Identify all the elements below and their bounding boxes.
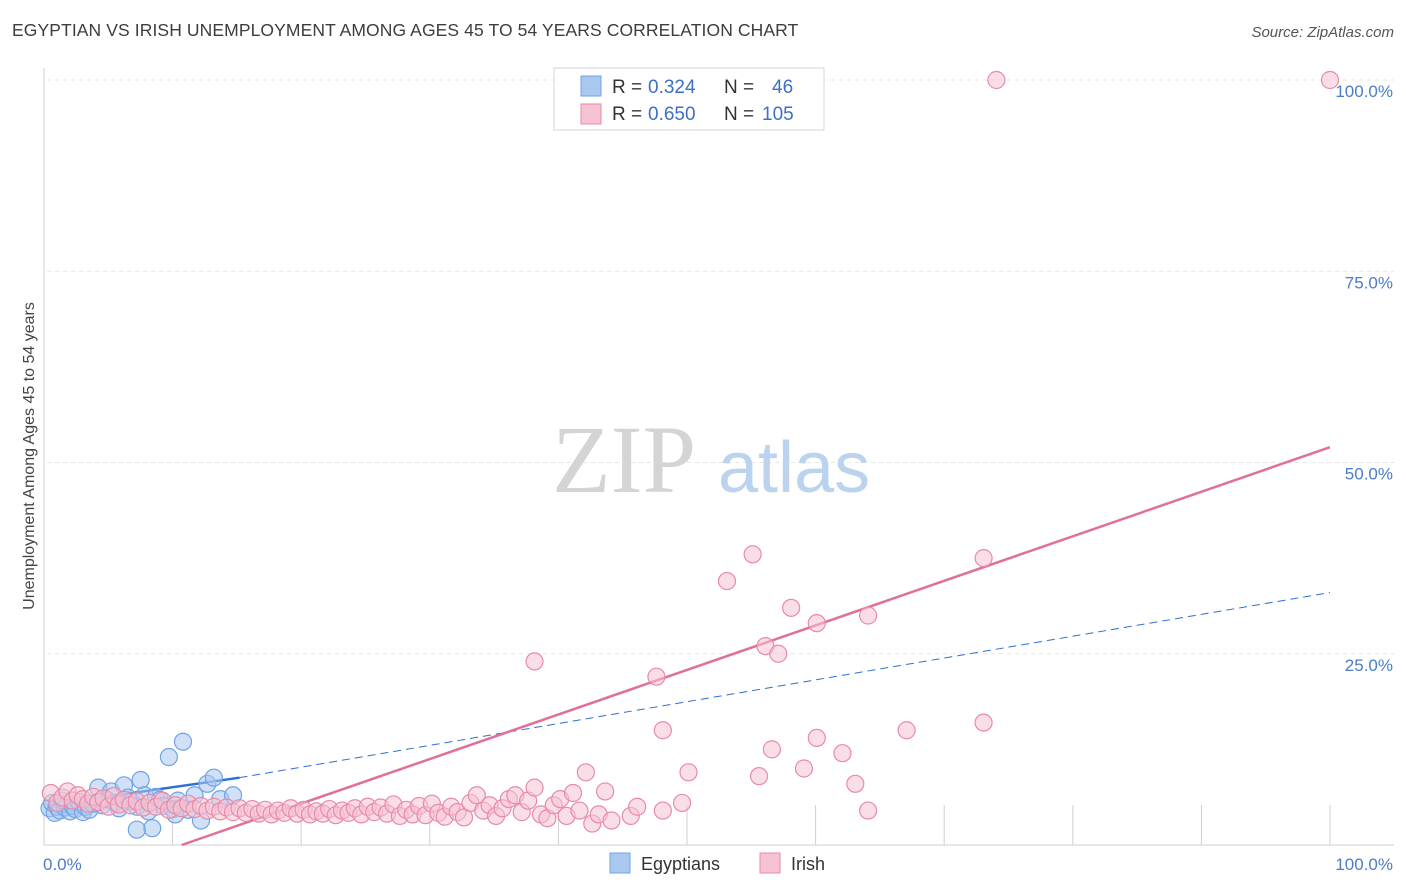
irish-point-105 — [807, 728, 826, 748]
irish-point-113 — [1320, 70, 1340, 90]
irish-point-92 — [628, 797, 647, 816]
irish-point-85 — [570, 801, 589, 820]
watermark: ZIP atlas — [552, 406, 870, 513]
irish-point-78 — [525, 778, 544, 797]
y-tick-label-1: 75.0% — [1345, 273, 1393, 292]
watermark-zip: ZIP — [552, 406, 696, 513]
y-tick-labels: 100.0% 75.0% 50.0% 25.0% — [1335, 82, 1393, 675]
legend-n-label-1: N = — [724, 77, 754, 98]
irish-point-114 — [974, 713, 993, 732]
irish-point-84 — [563, 783, 583, 803]
irish-point-106 — [846, 774, 865, 793]
irish-point-98 — [743, 545, 762, 564]
correlation-legend: R = 0.324 N = 46 R = 0.650 N = 105 — [553, 67, 825, 131]
irish-point-96 — [647, 667, 666, 686]
legend-swatch-irish — [580, 103, 602, 125]
irish-point-108 — [833, 744, 852, 763]
irish-point-111 — [974, 549, 993, 568]
bottom-legend-label-egyptians: Egyptians — [641, 854, 720, 874]
irish-point-112 — [987, 70, 1006, 90]
irish-point-101 — [717, 571, 737, 591]
irish-point-104 — [807, 614, 826, 633]
chart-title: EGYPTIAN VS IRISH UNEMPLOYMENT AMONG AGE… — [12, 20, 799, 40]
legend-r-label-2: R = — [612, 104, 642, 125]
irish-point-99 — [782, 598, 801, 617]
legend-r-value-2: 0.650 — [648, 104, 696, 125]
legend-r-label-1: R = — [612, 77, 642, 98]
series-legend: Egyptians Irish — [609, 852, 825, 874]
legend-r-value-1: 0.324 — [648, 77, 696, 98]
bottom-legend-label-irish: Irish — [791, 854, 825, 874]
irish-point-110 — [897, 721, 916, 740]
egyptians-point-44 — [127, 820, 146, 839]
bottom-legend-swatch-egyptians — [609, 852, 631, 874]
irish-point-116 — [762, 740, 781, 759]
y-tick-label-0: 100.0% — [1335, 82, 1393, 101]
irish-point-109 — [794, 759, 814, 778]
irish-point-115 — [859, 801, 878, 820]
legend-n-value-2: 105 — [762, 104, 794, 125]
legend-swatch-egyptians — [580, 75, 602, 97]
egyptians-point-36 — [173, 732, 193, 751]
x-tick-labels: 0.0% 100.0% — [43, 855, 1393, 874]
series-irish — [41, 70, 1340, 833]
grid-lines — [47, 79, 1394, 655]
watermark-atlas: atlas — [718, 428, 870, 508]
irish-point-103 — [769, 644, 788, 663]
legend-n-label-2: N = — [724, 104, 754, 125]
y-axis-title: Unemployment Among Ages 45 to 54 years — [21, 302, 38, 610]
irish-point-69 — [467, 786, 486, 805]
egyptians-point-26 — [131, 770, 150, 790]
irish-trend-solid — [181, 446, 1331, 847]
chart-source: Source: ZipAtlas.com — [1251, 24, 1394, 41]
bottom-legend-swatch-irish — [759, 852, 781, 874]
irish-point-107 — [859, 606, 878, 625]
y-tick-label-3: 25.0% — [1345, 656, 1393, 675]
irish-point-86 — [576, 763, 595, 782]
data-points — [40, 70, 1340, 839]
irish-point-117 — [749, 767, 769, 786]
legend-n-value-1: 46 — [772, 77, 793, 98]
x-tick-label-0: 0.0% — [43, 855, 82, 874]
irish-point-95 — [525, 652, 544, 671]
irish-point-100 — [653, 721, 672, 740]
egyptians-point-41 — [204, 768, 223, 787]
irish-point-93 — [653, 801, 672, 820]
egyptians-point-29 — [143, 819, 162, 838]
egyptians-point-33 — [159, 747, 178, 767]
irish-point-89 — [596, 782, 615, 801]
y-tick-label-2: 50.0% — [1345, 465, 1393, 484]
irish-point-97 — [679, 763, 698, 782]
irish-point-94 — [672, 793, 692, 813]
irish-point-90 — [602, 811, 621, 830]
x-tick-label-1: 100.0% — [1335, 855, 1393, 874]
egyptians-trend-dashed — [239, 592, 1331, 779]
